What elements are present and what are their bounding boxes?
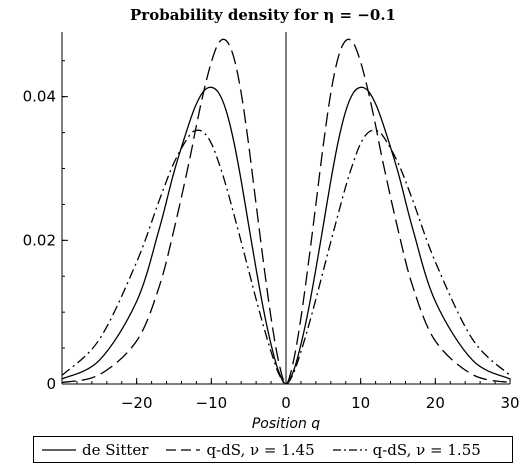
x-tick-label: −10 [196,394,228,412]
x-tick-label: 20 [426,394,445,412]
x-tick-label: 30 [500,394,519,412]
x-axis-title: Position q [252,416,320,430]
legend-swatch [42,448,76,451]
x-tick-label: 10 [351,394,370,412]
series-line-q-ds-1-45 [61,38,511,385]
legend-label: q-dS, ν = 1.55 [372,440,481,459]
y-tick-label: 0.02 [23,231,56,249]
legend: de Sitter q-dS, ν = 1.45 q-dS, ν = 1.55 [33,436,513,463]
y-tick-label: 0 [46,375,56,393]
legend-item: q-dS, ν = 1.45 [166,440,315,459]
y-tick-label: 0.04 [23,88,56,106]
axes: −20 −10 0 10 20 30 0 0.02 0.04 [23,32,520,412]
legend-item: de Sitter [42,441,148,459]
x-tick-label: −20 [121,394,153,412]
chart-title: Probability density for η = −0.1 [130,6,396,24]
legend-item: q-dS, ν = 1.55 [332,440,481,459]
legend-swatch [332,448,367,451]
series-line-de-sitter [61,86,511,385]
series-layer [61,38,511,385]
plot-area: −20 −10 0 10 20 30 0 0.02 0.04 Position q [23,32,520,430]
legend-swatch [166,448,201,451]
x-tick-label: 0 [281,394,291,412]
legend-label: de Sitter [82,440,149,459]
series-line-q-ds-1-55 [61,129,511,385]
legend-label: q-dS, ν = 1.45 [206,440,315,459]
